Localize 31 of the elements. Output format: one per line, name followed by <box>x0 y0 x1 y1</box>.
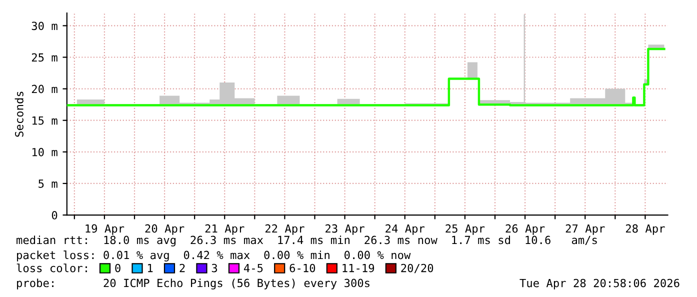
text: packet loss: 0.01 % avg 0.42 % max 0.00 % min 0.00 % now <box>17 250 411 262</box>
y-tick-label: 0 <box>52 211 58 220</box>
legend-label: 2 <box>180 264 185 272</box>
x-tick-label: 27 Apr <box>566 224 605 235</box>
y-tick-label: 5 m <box>38 180 58 188</box>
y-tick-label: 15 m <box>32 116 58 125</box>
x-tick-label: 28 Apr <box>626 224 665 235</box>
x-tick-label: 25 Apr <box>446 224 485 235</box>
y-axis-title: Seconds <box>14 92 24 137</box>
x-tick-label: 22 Apr <box>265 224 304 235</box>
legend-label: 3 <box>212 264 218 272</box>
legend-label: 20/20 <box>401 264 434 274</box>
legend-label: 0 <box>115 264 120 272</box>
text: Tue Apr 28 20:58:06 2026 <box>520 278 680 290</box>
x-tick-label: 21 Apr <box>205 224 244 235</box>
y-tick-label: 30 m <box>32 22 58 30</box>
legend-label: 4-5 <box>244 264 263 272</box>
x-tick-label: 20 Apr <box>145 224 184 235</box>
x-tick-label: 19 Apr <box>86 224 124 235</box>
text: probe: 20 ICMP Echo Pings (56 Bytes) every 300s <box>17 278 370 290</box>
y-tick-label: 25 m <box>32 53 58 62</box>
y-tick-label: 20 m <box>32 84 58 94</box>
legend-label: 6-10 <box>290 264 316 272</box>
y-tick-label: 10 m <box>32 148 58 156</box>
x-tick-label: 23 Apr <box>326 224 364 235</box>
legend-label: 11-19 <box>342 264 374 272</box>
legend-label: 1 <box>148 264 153 272</box>
legend-title: loss color: <box>16 264 87 272</box>
text: median rtt: 18.0 ms avg 26.3 ms max 17.4 ms min 26.3 ms now 1.7 ms sd 10.6 am/s <box>16 236 597 246</box>
x-tick-label: 26 Apr <box>506 224 545 235</box>
x-tick-label: 24 Apr <box>386 224 425 235</box>
